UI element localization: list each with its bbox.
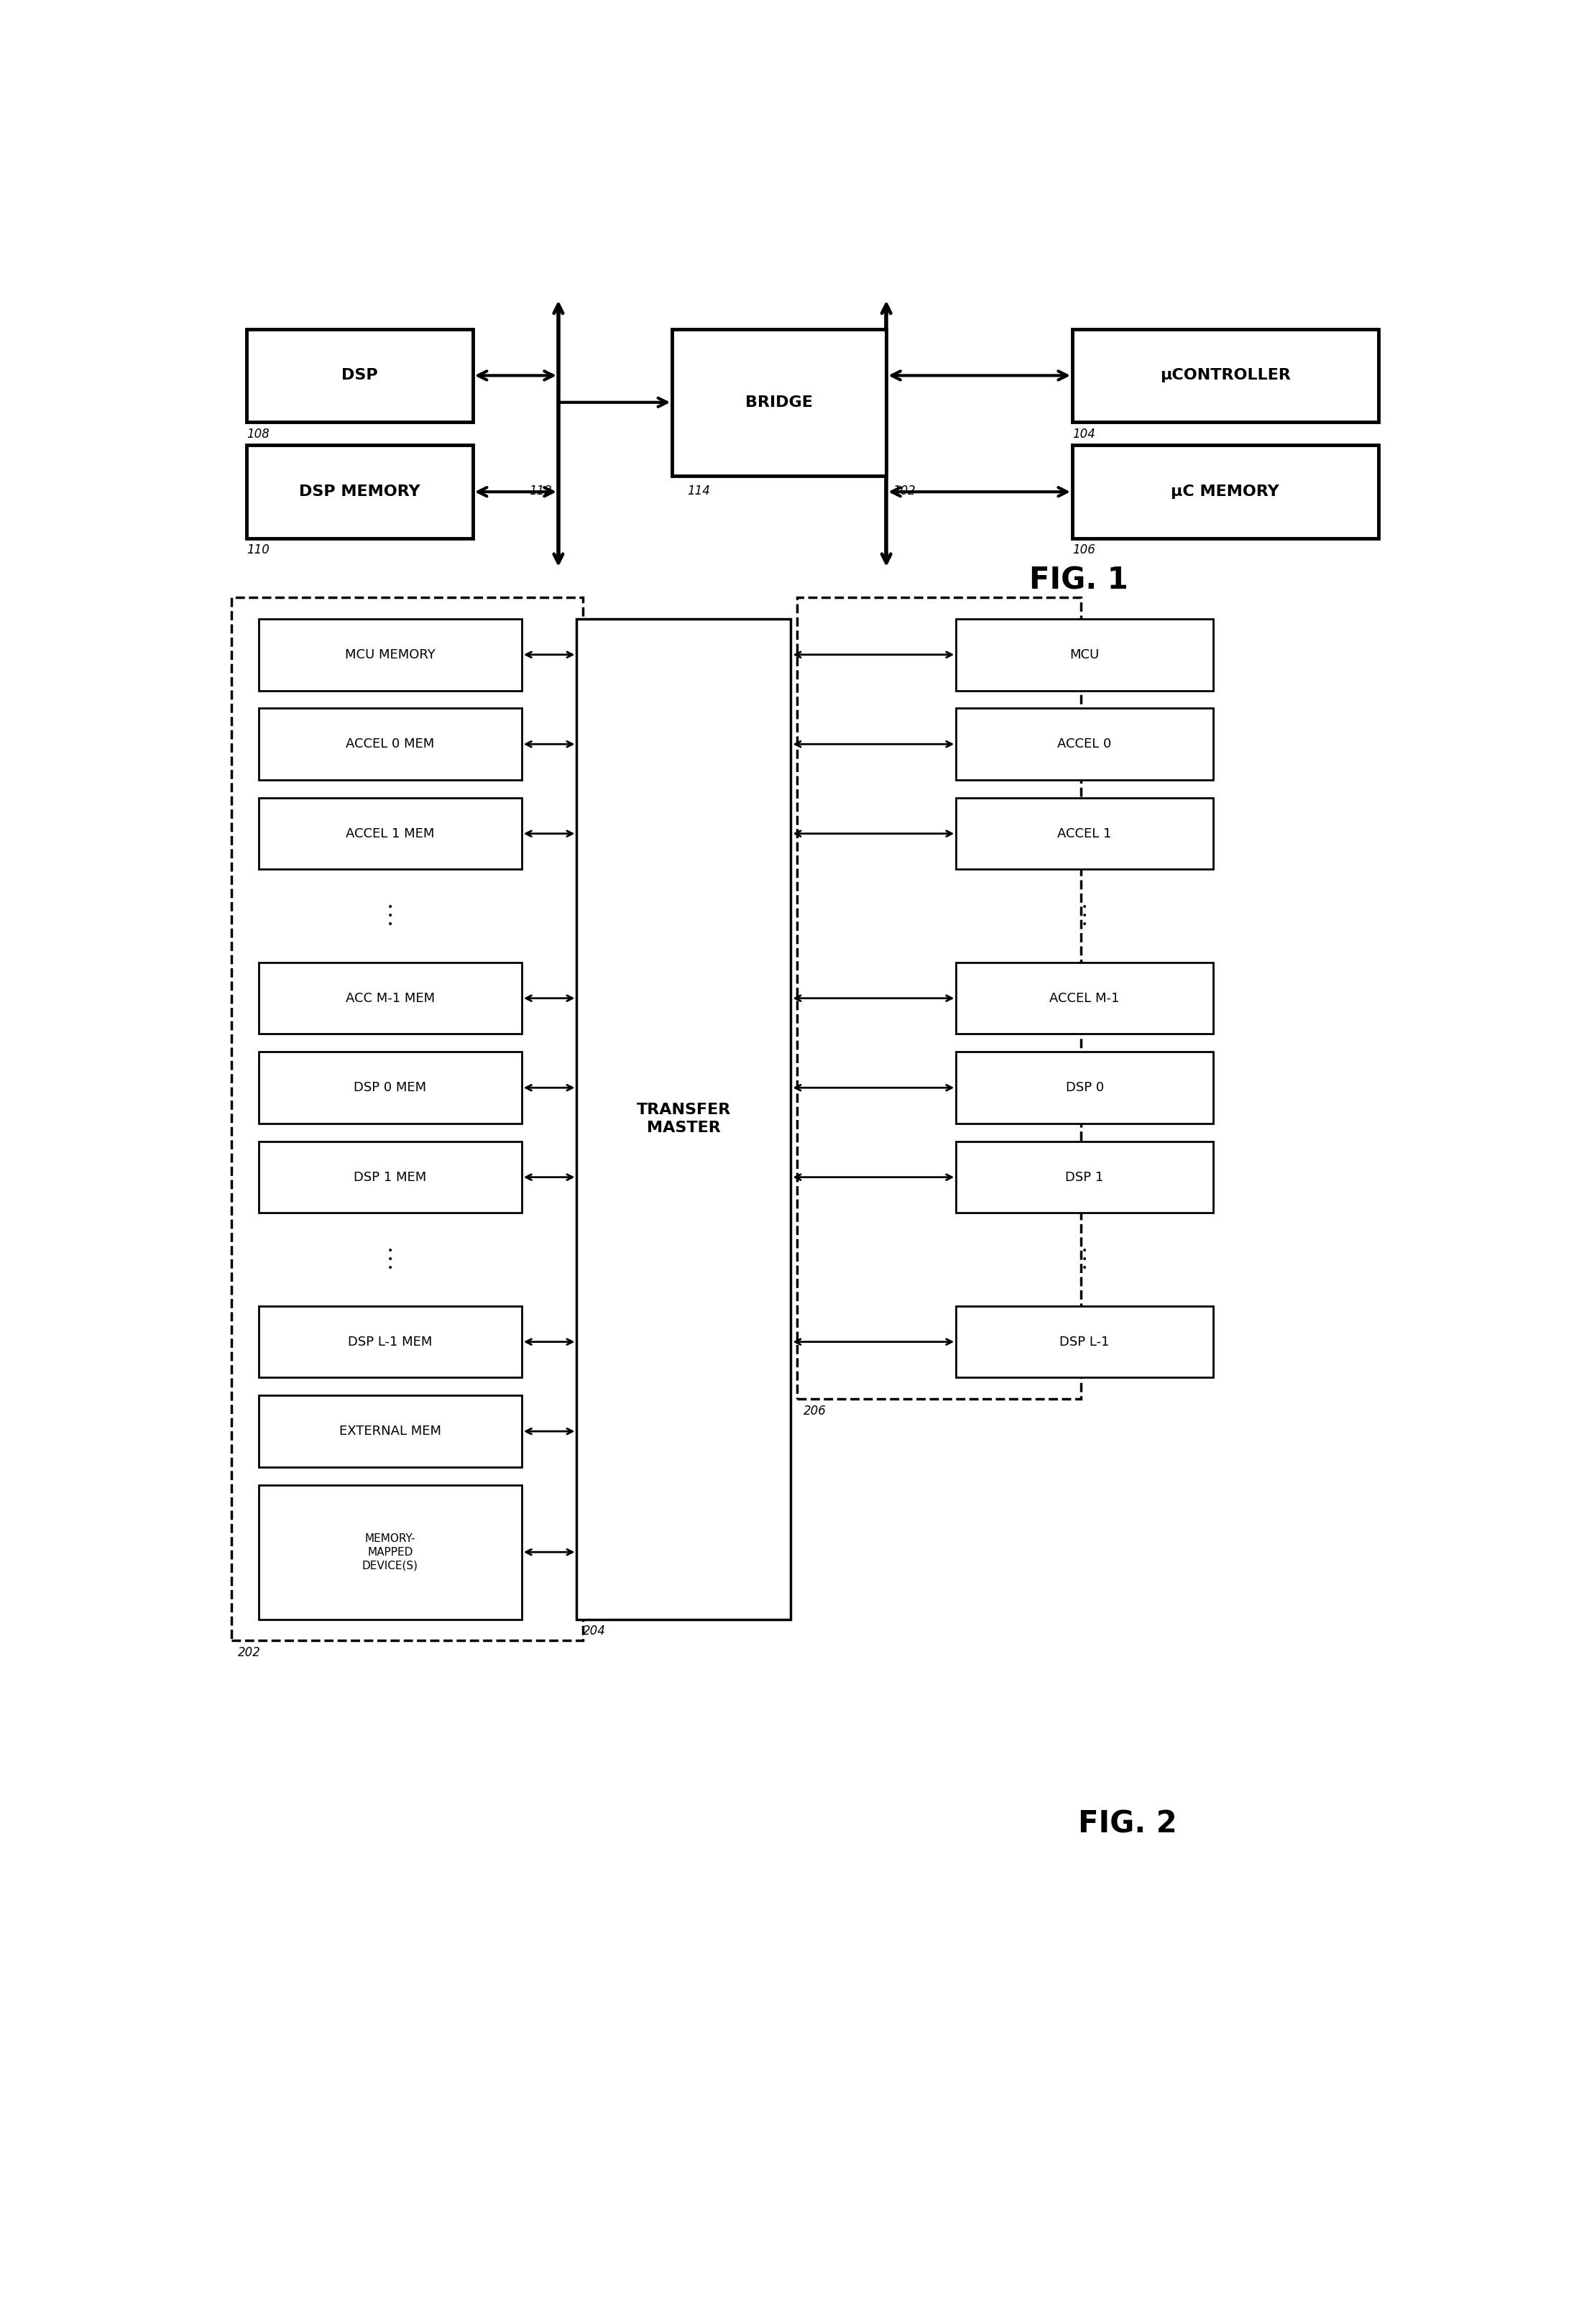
Bar	[957, 962, 1213, 1034]
Text: DSP 1 MEM: DSP 1 MEM	[354, 1171, 426, 1183]
Bar	[957, 1141, 1213, 1213]
Bar	[259, 1141, 521, 1213]
Bar	[1072, 330, 1378, 423]
Text: 204: 204	[583, 1624, 606, 1638]
Bar	[259, 1485, 521, 1620]
Bar	[673, 330, 886, 476]
Bar	[957, 1306, 1213, 1378]
Text: EXTERNAL MEM: EXTERNAL MEM	[339, 1425, 441, 1439]
Bar	[259, 709, 521, 781]
Bar	[797, 597, 1082, 1399]
Text: ACCEL 0: ACCEL 0	[1058, 737, 1112, 751]
Text: BRIDGE: BRIDGE	[745, 395, 813, 409]
Text: μC MEMORY: μC MEMORY	[1172, 486, 1279, 500]
Text: •
•
•: • • •	[387, 902, 393, 930]
Bar	[259, 1394, 521, 1466]
Text: 106: 106	[1072, 544, 1096, 558]
Text: 102: 102	[892, 486, 916, 497]
Text: •
•
•: • • •	[387, 1246, 393, 1274]
Text: 114: 114	[687, 486, 711, 497]
Text: ACCEL 1 MEM: ACCEL 1 MEM	[346, 827, 434, 839]
Text: MEMORY-
MAPPED
DEVICE(S): MEMORY- MAPPED DEVICE(S)	[362, 1534, 418, 1571]
Text: 202: 202	[238, 1645, 261, 1659]
Text: 206: 206	[804, 1404, 826, 1418]
Text: 104: 104	[1072, 428, 1096, 439]
Text: 110: 110	[246, 544, 270, 558]
Text: DSP L-1 MEM: DSP L-1 MEM	[347, 1336, 433, 1348]
Text: DSP 1: DSP 1	[1066, 1171, 1104, 1183]
Bar	[259, 1306, 521, 1378]
Bar	[576, 618, 791, 1620]
Bar	[259, 962, 521, 1034]
Text: DSP 0 MEM: DSP 0 MEM	[354, 1081, 426, 1095]
Bar	[957, 797, 1213, 869]
Text: ACCEL 0 MEM: ACCEL 0 MEM	[346, 737, 434, 751]
Text: ACC M-1 MEM: ACC M-1 MEM	[346, 992, 434, 1004]
Text: 112: 112	[529, 486, 553, 497]
Text: DSP L-1: DSP L-1	[1060, 1336, 1110, 1348]
Bar	[246, 330, 472, 423]
Text: DSP: DSP	[341, 367, 377, 383]
Text: FIG. 1: FIG. 1	[1030, 565, 1127, 595]
Text: MCU: MCU	[1069, 648, 1099, 660]
Bar	[259, 797, 521, 869]
Text: ACCEL 1: ACCEL 1	[1058, 827, 1112, 839]
Bar	[957, 709, 1213, 781]
Bar	[259, 618, 521, 690]
Text: DSP MEMORY: DSP MEMORY	[298, 486, 420, 500]
Text: 108: 108	[246, 428, 270, 439]
Bar	[232, 597, 583, 1641]
Bar	[957, 618, 1213, 690]
Bar	[246, 446, 472, 539]
Text: FIG. 2: FIG. 2	[1078, 1808, 1176, 1838]
Bar	[259, 1053, 521, 1122]
Text: •
•
•: • • •	[1082, 902, 1088, 930]
Bar	[1072, 446, 1378, 539]
Text: MCU MEMORY: MCU MEMORY	[344, 648, 436, 660]
Text: TRANSFER
MASTER: TRANSFER MASTER	[636, 1104, 731, 1134]
Text: •
•
•: • • •	[1082, 1246, 1088, 1274]
Text: DSP 0: DSP 0	[1066, 1081, 1104, 1095]
Text: μCONTROLLER: μCONTROLLER	[1161, 367, 1290, 383]
Text: ACCEL M-1: ACCEL M-1	[1050, 992, 1120, 1004]
Bar	[957, 1053, 1213, 1122]
